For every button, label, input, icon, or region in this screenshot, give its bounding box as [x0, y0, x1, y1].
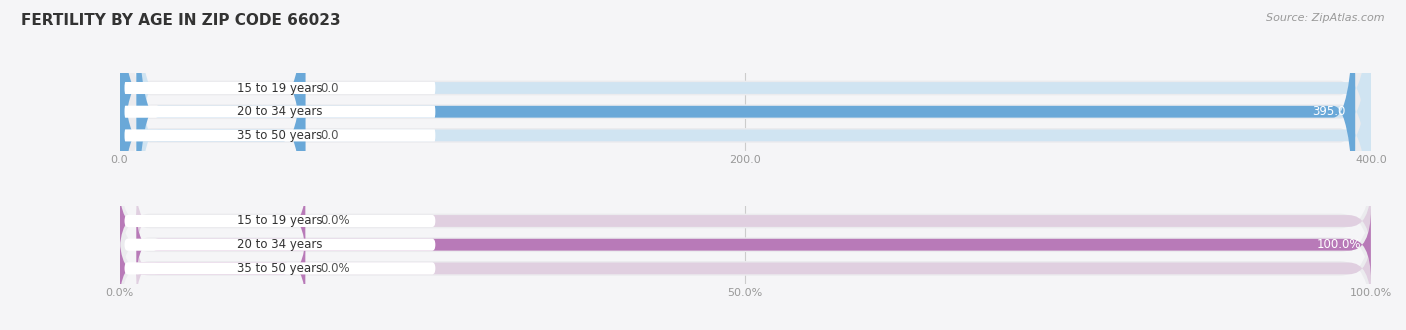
- FancyBboxPatch shape: [136, 185, 1371, 257]
- Text: 0.0%: 0.0%: [321, 262, 350, 275]
- FancyBboxPatch shape: [120, 169, 1371, 273]
- FancyBboxPatch shape: [125, 82, 436, 94]
- FancyBboxPatch shape: [136, 0, 1371, 272]
- Text: 35 to 50 years: 35 to 50 years: [238, 129, 322, 142]
- Text: 15 to 19 years: 15 to 19 years: [238, 214, 323, 227]
- FancyBboxPatch shape: [136, 209, 1371, 280]
- Text: 15 to 19 years: 15 to 19 years: [238, 82, 323, 94]
- Text: 20 to 34 years: 20 to 34 years: [238, 105, 323, 118]
- FancyBboxPatch shape: [120, 216, 1371, 320]
- FancyBboxPatch shape: [136, 0, 1355, 272]
- FancyBboxPatch shape: [120, 193, 1371, 297]
- FancyBboxPatch shape: [120, 0, 1371, 330]
- Text: FERTILITY BY AGE IN ZIP CODE 66023: FERTILITY BY AGE IN ZIP CODE 66023: [21, 13, 340, 28]
- Text: 35 to 50 years: 35 to 50 years: [238, 262, 322, 275]
- FancyBboxPatch shape: [125, 106, 436, 118]
- FancyBboxPatch shape: [136, 0, 1371, 248]
- Text: 0.0%: 0.0%: [321, 214, 350, 227]
- Text: 0.0: 0.0: [321, 82, 339, 94]
- FancyBboxPatch shape: [136, 233, 1371, 304]
- FancyBboxPatch shape: [125, 262, 436, 275]
- FancyBboxPatch shape: [120, 233, 305, 304]
- FancyBboxPatch shape: [120, 185, 305, 257]
- FancyBboxPatch shape: [136, 209, 1371, 280]
- FancyBboxPatch shape: [120, 0, 305, 248]
- Text: 395.0: 395.0: [1312, 105, 1346, 118]
- FancyBboxPatch shape: [125, 239, 436, 251]
- FancyBboxPatch shape: [120, 0, 1371, 330]
- FancyBboxPatch shape: [125, 215, 436, 227]
- Text: 0.0: 0.0: [321, 129, 339, 142]
- FancyBboxPatch shape: [125, 129, 436, 142]
- FancyBboxPatch shape: [120, 0, 305, 295]
- FancyBboxPatch shape: [136, 0, 1371, 295]
- Text: Source: ZipAtlas.com: Source: ZipAtlas.com: [1267, 13, 1385, 23]
- FancyBboxPatch shape: [120, 0, 1371, 318]
- Text: 20 to 34 years: 20 to 34 years: [238, 238, 323, 251]
- Text: 100.0%: 100.0%: [1316, 238, 1361, 251]
